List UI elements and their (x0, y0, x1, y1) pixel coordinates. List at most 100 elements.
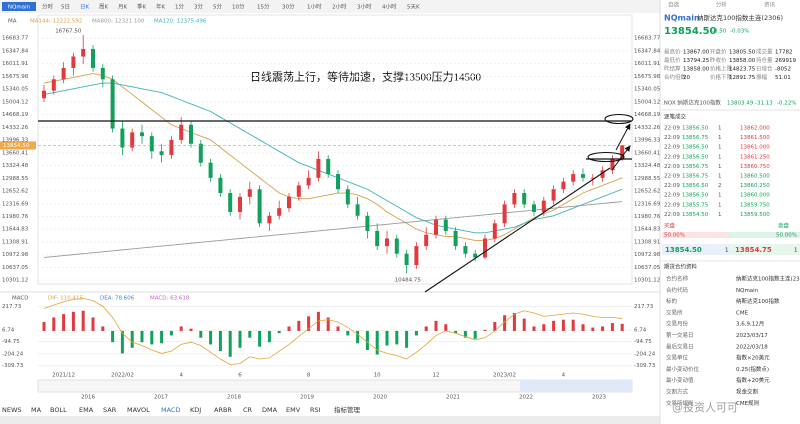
macd-tick-label-right: -204.24 (634, 351, 656, 357)
period-tab[interactable]: 分时 (42, 3, 54, 11)
indicator-tab[interactable]: SAR (103, 406, 117, 414)
y-tick-label-right: 10301.12 (634, 278, 660, 284)
symbol: NQmain (8, 5, 31, 11)
macd-tick-label: 217.73 (2, 304, 22, 310)
y-tick-label-right: 15675.98 (634, 74, 661, 80)
period-tab[interactable]: 4小时 (382, 3, 397, 11)
period-tab[interactable]: 2小时 (332, 3, 347, 11)
period-tab[interactable]: 3分 (194, 3, 203, 11)
symbol: NQmain (664, 14, 700, 23)
indicator-tab[interactable]: MA (31, 406, 42, 414)
macd-bar (277, 330, 281, 334)
period-tab[interactable]: 15分 (257, 3, 270, 11)
trade: 22:09 (664, 183, 680, 189)
overview-year: 2017 (154, 395, 168, 401)
candle-body (316, 158, 321, 178)
overview-year: 2019 (300, 395, 314, 401)
period-tab[interactable]: 30分 (282, 3, 295, 11)
candle-body (277, 208, 282, 216)
status-bar (0, 416, 660, 424)
indicator-tab[interactable]: KDJ (190, 406, 201, 414)
trade: 13855.75 (682, 202, 709, 208)
y-tick-label-right: 13660.41 (634, 150, 660, 156)
contract-label: 最小变动价位 (666, 365, 700, 373)
macd-bar (52, 317, 56, 331)
period-tab[interactable]: 月K (118, 4, 128, 11)
indicator-tab[interactable]: DMA (262, 406, 278, 414)
candle-body (355, 204, 360, 216)
indicator-tab[interactable]: EMA (79, 406, 94, 414)
period-tab[interactable]: 1分 (175, 3, 184, 11)
candle-body (120, 128, 125, 148)
period-tab[interactable]: 1小时 (307, 3, 322, 11)
macd-bar (62, 314, 66, 331)
indicator-tab[interactable]: BOLL (50, 406, 67, 414)
book-price: 13862.000 (740, 126, 770, 132)
legend-item: MA800: 12321.100 (92, 19, 145, 25)
indicator-tab[interactable]: CR (243, 406, 253, 414)
x-tick-label: 8 (307, 373, 311, 379)
period-tab[interactable]: 5日 (61, 4, 70, 11)
macd-bar (434, 320, 438, 331)
ellipse (604, 113, 634, 125)
x-tick-label: 12 (433, 373, 440, 379)
candle-body (581, 174, 585, 178)
trade: 1 (718, 212, 722, 218)
candle-body (149, 136, 154, 152)
y-tick-label: 10637.05 (2, 265, 29, 271)
change-pct: -0.03% (730, 29, 749, 35)
y-tick-label-right: 12316.69 (634, 201, 661, 207)
chart: 分时 5日 日K 周K 月K 季K 年K 1分 3分 5分 10分 15分 30分 1小时 2小时 3小时 4小… (0, 3, 661, 414)
indicator-tab[interactable]: NEWS (2, 406, 22, 414)
period-tab[interactable]: 5天K (407, 4, 420, 11)
indicator-tab[interactable]: 指标管理 (334, 405, 361, 414)
period-tab[interactable]: 季K (137, 3, 147, 11)
contract-value: CME规则 (736, 399, 759, 407)
macd-bar (336, 326, 340, 331)
period-tab[interactable]: 5分 (213, 3, 222, 11)
macd-bar (532, 326, 536, 331)
indicator-tab[interactable]: EMV (286, 406, 301, 414)
macd-bar (591, 327, 595, 331)
trade: 13856.50 (682, 126, 709, 132)
period-tab[interactable]: 年K (156, 3, 166, 11)
macd-bar (444, 324, 448, 331)
book-price: 13859.500 (740, 212, 770, 218)
macd-bar (120, 330, 124, 354)
high-label: 16767.50 (55, 29, 82, 35)
contract-label: 第一交易日 (666, 331, 694, 339)
period-tab[interactable]: 10分 (232, 3, 245, 11)
trade: 2 (718, 183, 722, 189)
candle-body (434, 219, 438, 235)
x-tick-label: 10 (374, 373, 381, 379)
macd-bar (287, 326, 291, 331)
period-tab[interactable]: 日K (80, 4, 90, 11)
y-tick-label-right: 14668.19 (634, 112, 661, 118)
macd-bar (42, 321, 46, 331)
bid-box (662, 244, 730, 255)
symbol-badge[interactable] (2, 2, 36, 11)
quote-panel: 自选 分析 资讯NQmain纳斯达克100指数主连(2306)13854.50-3.… (660, 1, 800, 407)
indicator-tab[interactable]: ARBR (214, 406, 232, 414)
candle-body (267, 215, 272, 224)
candle-body (512, 193, 517, 205)
y-tick-label: 15675.98 (2, 74, 29, 80)
period-tab[interactable]: 3小时 (357, 3, 372, 11)
book-price: 13860.000 (740, 193, 770, 199)
period-tab[interactable]: 周K (99, 4, 109, 11)
candle-body (571, 174, 576, 182)
macd-bar (91, 317, 95, 331)
indicator-tab[interactable]: MAVOL (127, 406, 150, 414)
trade: 22:09 (664, 145, 680, 151)
contract-value: 0.25(指数点) (736, 365, 769, 373)
contract-label: 最小变动值 (666, 376, 694, 384)
y-tick-label: 14668.19 (2, 112, 29, 118)
indicator-tab[interactable]: RSI (310, 406, 321, 414)
y-tick-label: 14332.26 (2, 125, 29, 131)
stat-value: 13858.00 (683, 67, 710, 73)
contract-value: 3,6,9,12月 (736, 321, 764, 328)
macd-bar (454, 330, 458, 334)
indicator-tab[interactable]: MACD (161, 406, 180, 414)
trade: 13856.75 (682, 164, 709, 170)
book-price: 13860.250 (740, 183, 770, 189)
